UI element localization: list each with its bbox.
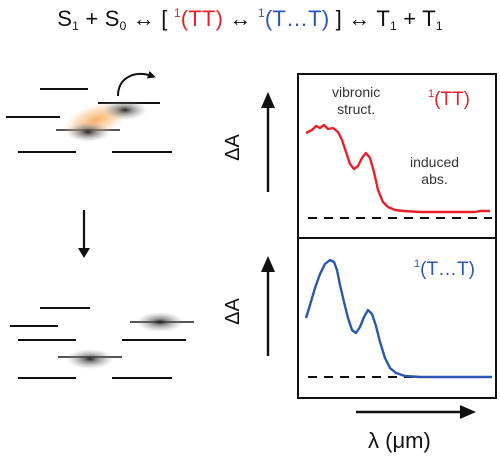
eq-s1: S — [57, 6, 73, 31]
eq-tdt-state: 1(T…T) — [258, 6, 329, 31]
eq-tt: (TT) — [180, 6, 224, 31]
x-axis-label: λ (μm) — [368, 428, 431, 453]
annotation-induced-line2: abs. — [421, 171, 448, 187]
eq-arrow-3: ↔ — [348, 6, 371, 31]
exciton-blob — [103, 100, 147, 120]
annotation-vibronic: vibronic struct. — [332, 84, 380, 118]
bottom-y-axis-label: ΔA — [221, 298, 244, 325]
annotation-induced: induced abs. — [410, 154, 459, 188]
exciton-blob — [66, 122, 110, 142]
eq-plus-1: + — [85, 6, 99, 31]
y-axis-arrow-top — [261, 92, 275, 192]
eq-tt-state: 1(TT) — [174, 6, 223, 31]
bottom-state-text: (T…T) — [420, 259, 475, 280]
eq-s0-sub: 0 — [119, 19, 127, 33]
x-axis-arrow — [356, 405, 476, 419]
exciton-blob — [66, 349, 114, 369]
top-state-text: (TT) — [434, 89, 470, 110]
bottom-state-label: 1(T…T) — [414, 258, 475, 281]
eq-s0: S — [104, 6, 120, 31]
bottom-state-sup: 1 — [414, 258, 421, 270]
top-y-axis-label: ΔA — [221, 134, 244, 161]
eq-bracket-close: ] — [335, 6, 342, 31]
eq-t1a-sub: 1 — [390, 19, 397, 33]
molecular-stack-coupled — [6, 70, 172, 153]
eq-s1-sub: 1 — [72, 19, 79, 33]
y-axis-arrow-bottom — [261, 256, 275, 356]
eq-tdt: (T…T) — [264, 6, 330, 31]
spectrum-t-t-curve — [304, 258, 492, 379]
annotation-vibronic-line2: struct. — [337, 101, 376, 117]
molecular-stack-separated — [10, 307, 194, 379]
top-state-label: 1(TT) — [428, 88, 470, 111]
eq-t1a: T — [376, 6, 391, 31]
bottom-panel-frame — [297, 237, 497, 399]
hop-arrow-icon — [117, 70, 156, 97]
annotation-vibronic-line1: vibronic — [332, 84, 381, 100]
exciton-blob — [136, 312, 184, 332]
spectrum-tt-curve — [305, 123, 490, 214]
eq-t1b: T — [422, 6, 436, 31]
eq-plus-2: + — [403, 6, 417, 31]
eq-bracket-open: [ — [161, 6, 168, 31]
eq-tt-sup: 1 — [173, 6, 181, 20]
eq-t1b-sub: 1 — [435, 19, 443, 33]
down-arrow-icon — [78, 210, 90, 258]
annotation-induced-line1: induced — [410, 154, 460, 170]
top-state-sup: 1 — [428, 88, 435, 100]
equation: S1 + S0 ↔ [ 1(TT) ↔ 1(T…T) ] ↔ T1 + T1 — [0, 6, 500, 33]
eq-arrow-1: ↔ — [132, 6, 155, 31]
eq-arrow-2: ↔ — [229, 6, 252, 31]
eq-tdt-sup: 1 — [257, 6, 265, 20]
